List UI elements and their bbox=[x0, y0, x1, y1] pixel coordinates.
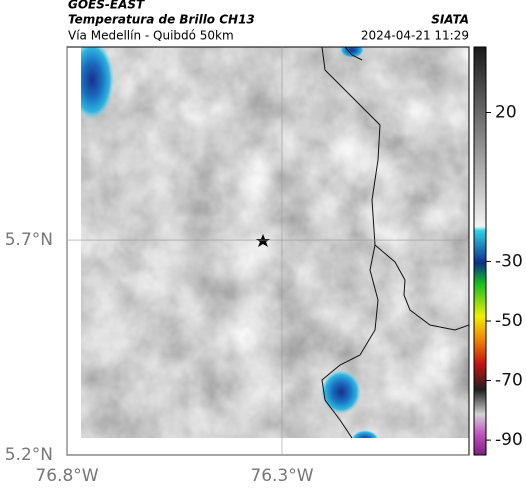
colorbar-tick-label: 20 bbox=[495, 103, 517, 123]
lon-tick-label: 76.3°W bbox=[250, 466, 313, 486]
lon-tick-label: 76.8°W bbox=[35, 466, 98, 486]
subtitle: Temperatura de Brillo CH13 bbox=[68, 13, 255, 27]
colorbar-tick-label: -30 bbox=[495, 251, 523, 271]
satellite-image bbox=[81, 47, 469, 438]
lat-tick-label: 5.7°N bbox=[5, 230, 53, 250]
source: SIATA bbox=[431, 13, 469, 27]
colorbar-tick-label: -50 bbox=[495, 311, 523, 331]
colorbar-tick-label: -70 bbox=[495, 371, 523, 391]
location-marker bbox=[256, 234, 270, 247]
colorbar-tick-label: -90 bbox=[495, 430, 523, 450]
colorbar bbox=[473, 46, 487, 456]
lat-tick-label: 5.2°N bbox=[5, 445, 53, 465]
timestamp: 2024-04-21 11:29 bbox=[361, 29, 469, 43]
route: Vía Medellín - Quibdó 50km bbox=[68, 29, 234, 43]
title: GOES-EAST bbox=[68, 0, 145, 12]
